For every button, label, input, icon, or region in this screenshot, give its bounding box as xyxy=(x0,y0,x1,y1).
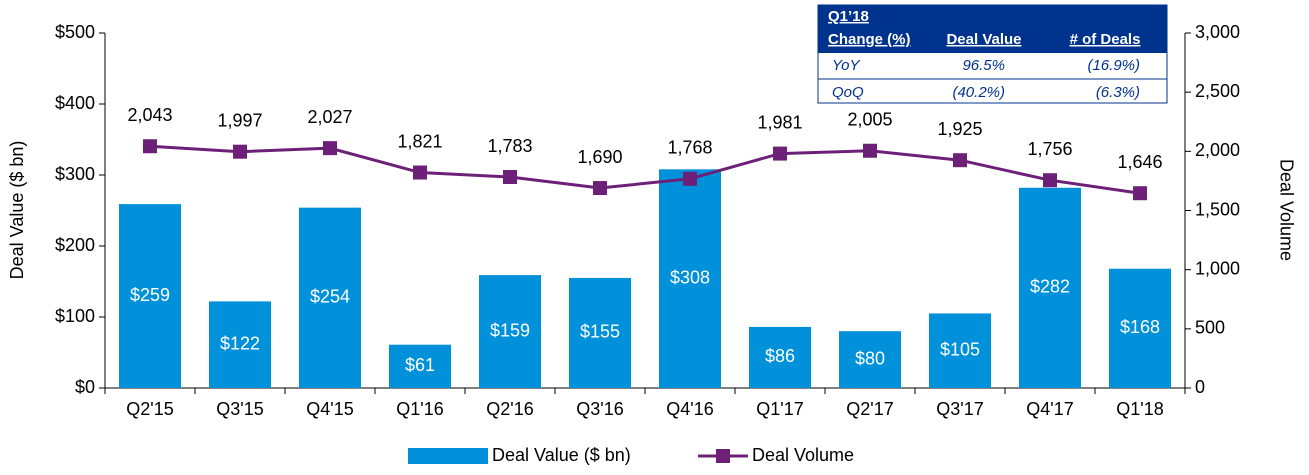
x-tick-label: Q2'17 xyxy=(846,399,893,419)
line-value-label: 1,821 xyxy=(397,131,442,151)
legend-label: Deal Value ($ bn) xyxy=(492,445,631,465)
line-marker xyxy=(1133,186,1147,201)
table-cell: (40.2%) xyxy=(952,84,1005,101)
bar-value-label: $105 xyxy=(940,339,980,359)
line-marker xyxy=(773,146,787,161)
table-header: Deal Value xyxy=(946,31,1021,48)
line-marker xyxy=(953,153,967,168)
line-value-label: 1,997 xyxy=(217,110,262,130)
bar xyxy=(929,313,991,388)
bar xyxy=(1019,187,1081,388)
line-marker xyxy=(233,144,247,159)
table-cell: YoY xyxy=(832,57,861,74)
y2-tick-label: 1,000 xyxy=(1195,258,1240,278)
bar-value-label: $61 xyxy=(405,355,435,375)
legend-swatch xyxy=(408,448,488,464)
table-header: Change (%) xyxy=(828,31,911,48)
x-tick-label: Q3'16 xyxy=(576,399,623,419)
x-tick-label: Q2'15 xyxy=(126,399,173,419)
x-tick-label: Q1'17 xyxy=(756,399,803,419)
bar-value-label: $282 xyxy=(1030,277,1070,297)
line xyxy=(149,144,1141,195)
bar xyxy=(389,344,451,388)
y-axis-title: Deal Value ($ bn) xyxy=(7,141,27,280)
y2-tick-label: 0 xyxy=(1195,377,1205,397)
bar xyxy=(839,331,901,388)
bar xyxy=(479,275,541,388)
table-header: # of Deals xyxy=(1070,31,1141,48)
y2-tick-label: 500 xyxy=(1195,318,1225,338)
line-value-label: 1,690 xyxy=(577,147,622,167)
line-value-label: 1,756 xyxy=(1027,139,1072,159)
x-tick-label: Q4'17 xyxy=(1026,399,1073,419)
line-marker xyxy=(143,139,157,154)
y2-tick-label: 2,000 xyxy=(1195,140,1240,160)
line-value-label: 1,925 xyxy=(937,119,982,139)
x-tick-label: Q1'18 xyxy=(1116,399,1163,419)
y-tick-label: $100 xyxy=(55,306,95,326)
line-value-label: 1,768 xyxy=(667,138,712,158)
table-cell: (6.3%) xyxy=(1096,84,1140,101)
legend-label: Deal Volume xyxy=(752,445,854,465)
x-tick-label: Q1'16 xyxy=(396,399,443,419)
y-tick-label: $0 xyxy=(75,377,95,397)
y-tick-label: $500 xyxy=(55,22,95,42)
x-tick-label: Q3'15 xyxy=(216,399,263,419)
bar-value-label: $168 xyxy=(1120,317,1160,337)
line-marker xyxy=(683,171,697,186)
line-marker xyxy=(323,141,337,156)
table-cell: (16.9%) xyxy=(1087,57,1140,74)
bar-value-label: $122 xyxy=(220,333,260,353)
bar xyxy=(209,301,271,388)
table-title: Q1’18 xyxy=(828,8,869,25)
x-tick-label: Q3'17 xyxy=(936,399,983,419)
line-marker xyxy=(593,181,607,196)
y-tick-label: $400 xyxy=(55,93,95,113)
line-value-label: 1,981 xyxy=(757,112,802,132)
y-tick-label: $300 xyxy=(55,164,95,184)
line-value-label: 2,043 xyxy=(127,105,172,125)
bar-value-label: $80 xyxy=(855,348,885,368)
bar xyxy=(1109,268,1171,388)
bar xyxy=(749,326,811,388)
y-tick-label: $200 xyxy=(55,235,95,255)
line-value-label: 2,005 xyxy=(847,109,892,129)
bar xyxy=(659,169,721,388)
x-tick-label: Q2'16 xyxy=(486,399,533,419)
y2-tick-label: 2,500 xyxy=(1195,81,1240,101)
table-cell: 96.5% xyxy=(962,57,1005,74)
line-value-label: 1,646 xyxy=(1117,152,1162,172)
bar-value-label: $159 xyxy=(490,320,530,340)
line-marker xyxy=(503,170,517,185)
y2-tick-label: 1,500 xyxy=(1195,199,1240,219)
table-header-bg xyxy=(818,5,1167,53)
line-value-label: 1,783 xyxy=(487,136,532,156)
summary-table: Q1’18 Change (%) Deal Value # of Deals Y… xyxy=(817,4,1168,104)
bar-value-label: $308 xyxy=(670,267,710,287)
bar-value-label: $259 xyxy=(130,285,170,305)
legend-swatch xyxy=(716,449,730,463)
x-tick-label: Q4'15 xyxy=(306,399,353,419)
x-tick-label: Q4'16 xyxy=(666,399,713,419)
y2-axis-title: Deal Volume xyxy=(1276,159,1296,261)
y2-tick-label: 3,000 xyxy=(1195,22,1240,42)
line-marker xyxy=(1043,173,1057,188)
line-marker xyxy=(863,143,877,158)
table-cell: QoQ xyxy=(832,84,864,101)
line-marker xyxy=(413,165,427,180)
bar-value-label: $86 xyxy=(765,346,795,366)
bar-value-label: $155 xyxy=(580,322,620,342)
bar-value-label: $254 xyxy=(310,287,350,307)
line-value-label: 2,027 xyxy=(307,107,352,127)
bar xyxy=(299,207,361,388)
bar xyxy=(119,204,181,388)
bar xyxy=(569,277,631,388)
